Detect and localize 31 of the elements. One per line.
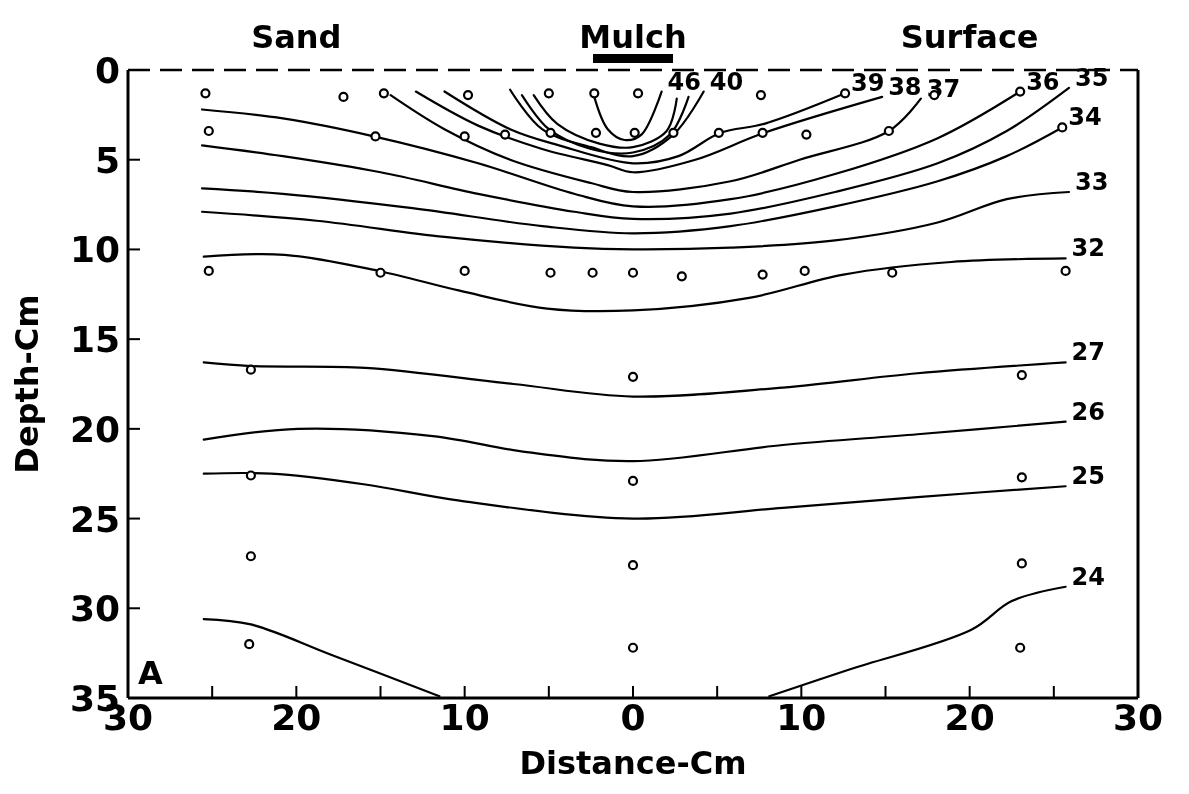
- annotation: A: [138, 654, 163, 692]
- y-axis-title: Depth-Cm: [8, 294, 46, 474]
- series-label: 34: [1068, 103, 1102, 132]
- series-label: 36: [1026, 67, 1060, 96]
- x-tick-label: 0: [620, 697, 646, 738]
- y-tick-label: 0: [94, 49, 120, 91]
- series-label: 25: [1071, 462, 1106, 491]
- y-tick-label: 30: [69, 588, 120, 630]
- x-tick-label: 30: [1112, 697, 1164, 738]
- x-tick-label: 20: [271, 697, 322, 738]
- series-label: 24: [1071, 562, 1106, 591]
- series-label: 39: [851, 69, 885, 98]
- series-label: 27: [1071, 338, 1106, 367]
- y-tick-label: 10: [69, 229, 120, 271]
- y-tick-label: 25: [69, 498, 120, 540]
- text: Mulch: [579, 18, 687, 56]
- series-label: 32: [1071, 234, 1106, 263]
- series-label: 26: [1071, 397, 1106, 426]
- series-label: 38: [888, 72, 922, 101]
- x-axis-title: Distance-Cm: [519, 744, 747, 782]
- series-label: 46: [667, 67, 702, 96]
- series-label: 40: [709, 67, 744, 96]
- x-tick-label: 20: [944, 697, 995, 738]
- text: Surface: [900, 18, 1039, 56]
- series-label: 33: [1074, 168, 1109, 197]
- y-tick-label: 15: [69, 319, 120, 361]
- y-tick-label: 5: [94, 139, 120, 181]
- x-tick-label: 10: [776, 697, 827, 738]
- y-tick-label: 20: [69, 408, 120, 450]
- x-tick-label: 10: [439, 697, 490, 738]
- text: Sand: [251, 18, 342, 56]
